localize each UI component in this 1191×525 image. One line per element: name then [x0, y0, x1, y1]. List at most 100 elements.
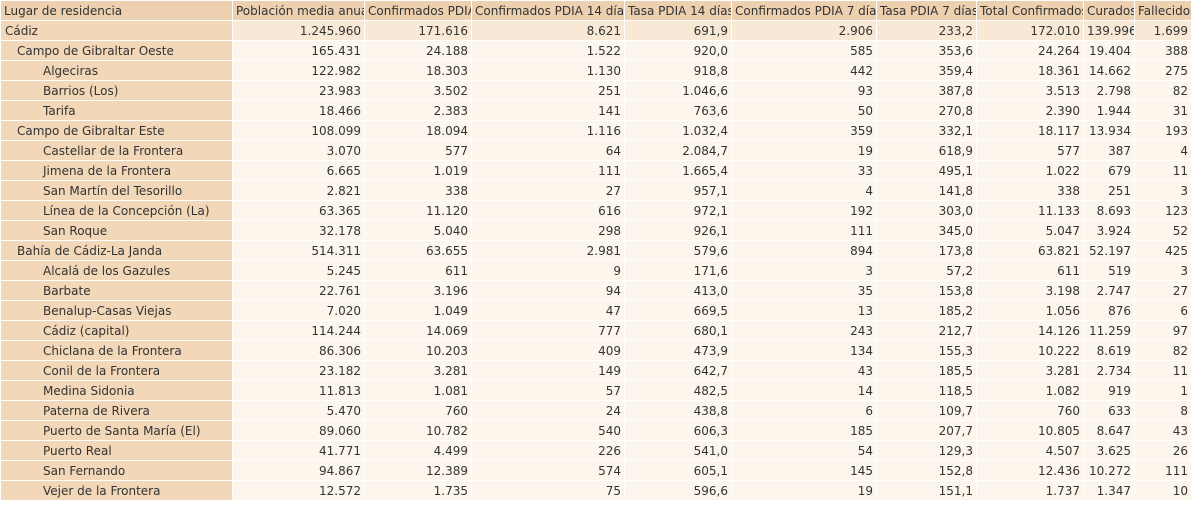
cell: 920,0 — [625, 41, 732, 61]
cell: 19.404 — [1084, 41, 1135, 61]
cell: 5.245 — [233, 261, 365, 281]
cell: 1.347 — [1084, 481, 1135, 501]
cell: 8 — [1135, 401, 1191, 421]
cell: 680,1 — [625, 321, 732, 341]
cell: 3.502 — [365, 81, 472, 101]
cell: 1 — [1135, 381, 1191, 401]
cell: 24.264 — [977, 41, 1084, 61]
cell: 579,6 — [625, 241, 732, 261]
cell: 141 — [472, 101, 625, 121]
cell: 3.198 — [977, 281, 1084, 301]
cell: 514.311 — [233, 241, 365, 261]
cell: 495,1 — [877, 161, 977, 181]
cell: 473,9 — [625, 341, 732, 361]
cell: 24 — [472, 401, 625, 421]
cell: 4.507 — [977, 441, 1084, 461]
cell: 2.383 — [365, 101, 472, 121]
municipality-row: Tarifa18.4662.383141763,650270,82.3901.9… — [1, 101, 1191, 121]
cell: 172.010 — [977, 21, 1084, 41]
column-header: Tasa PDIA 14 días — [625, 1, 732, 21]
cell: 114.244 — [233, 321, 365, 341]
cell: 1.032,4 — [625, 121, 732, 141]
cell: 47 — [472, 301, 625, 321]
cell: 3.513 — [977, 81, 1084, 101]
cell: 185,5 — [877, 361, 977, 381]
cell: 1.081 — [365, 381, 472, 401]
cell: 43 — [1135, 421, 1191, 441]
cell: 31 — [1135, 101, 1191, 121]
cell: 14.069 — [365, 321, 472, 341]
header-row: Lugar de residenciaPoblación media anual… — [1, 1, 1191, 21]
row-label: Castellar de la Frontera — [1, 141, 233, 161]
cell: 919 — [1084, 381, 1135, 401]
column-header: Confirmados PDIA 14 días — [472, 1, 625, 21]
cell: 8.621 — [472, 21, 625, 41]
cell: 243 — [732, 321, 877, 341]
cell: 577 — [977, 141, 1084, 161]
cell: 1.665,4 — [625, 161, 732, 181]
cell: 611 — [365, 261, 472, 281]
cell: 97 — [1135, 321, 1191, 341]
cell: 118,5 — [877, 381, 977, 401]
cell: 12.389 — [365, 461, 472, 481]
district-row: Campo de Gibraltar Este108.09918.0941.11… — [1, 121, 1191, 141]
cell: 8.619 — [1084, 341, 1135, 361]
district-row: Campo de Gibraltar Oeste165.43124.1881.5… — [1, 41, 1191, 61]
cell: 57 — [472, 381, 625, 401]
cell: 4.499 — [365, 441, 472, 461]
cell: 777 — [472, 321, 625, 341]
cell: 1.245.960 — [233, 21, 365, 41]
cell: 251 — [472, 81, 625, 101]
cell: 41.771 — [233, 441, 365, 461]
cell: 669,5 — [625, 301, 732, 321]
municipality-row: San Roque32.1785.040298926,1111345,05.04… — [1, 221, 1191, 241]
cell: 109,7 — [877, 401, 977, 421]
cell: 14.662 — [1084, 61, 1135, 81]
cell: 642,7 — [625, 361, 732, 381]
municipality-row: Cádiz (capital)114.24414.069777680,12432… — [1, 321, 1191, 341]
cell: 141,8 — [877, 181, 977, 201]
municipality-row: Barrios (Los)23.9833.5022511.046,693387,… — [1, 81, 1191, 101]
cell: 541,0 — [625, 441, 732, 461]
column-header: Confirmados PDIA 7 días — [732, 1, 877, 21]
cell: 596,6 — [625, 481, 732, 501]
cell: 251 — [1084, 181, 1135, 201]
column-header: Confirmados PDIA — [365, 1, 472, 21]
cell: 11.120 — [365, 201, 472, 221]
cell: 3 — [1135, 181, 1191, 201]
cell: 1.019 — [365, 161, 472, 181]
cell: 1.737 — [977, 481, 1084, 501]
cell: 14 — [732, 381, 877, 401]
cell: 11.133 — [977, 201, 1084, 221]
row-label: Línea de la Concepción (La) — [1, 201, 233, 221]
cell: 387,8 — [877, 81, 977, 101]
cell: 691,9 — [625, 21, 732, 41]
municipality-row: Paterna de Rivera5.47076024438,86109,776… — [1, 401, 1191, 421]
municipality-row: Línea de la Concepción (La)63.36511.1206… — [1, 201, 1191, 221]
municipality-row: Vejer de la Frontera12.5721.73575596,619… — [1, 481, 1191, 501]
cell: 972,1 — [625, 201, 732, 221]
cell: 9 — [472, 261, 625, 281]
row-label: Puerto de Santa María (El) — [1, 421, 233, 441]
cell: 129,3 — [877, 441, 977, 461]
cell: 54 — [732, 441, 877, 461]
cell: 23.182 — [233, 361, 365, 381]
cell: 123 — [1135, 201, 1191, 221]
cell: 111 — [1135, 461, 1191, 481]
cell: 193 — [1135, 121, 1191, 141]
cell: 3 — [732, 261, 877, 281]
cell: 338 — [977, 181, 1084, 201]
cell: 618,9 — [877, 141, 977, 161]
cell: 3.281 — [365, 361, 472, 381]
row-label: Jimena de la Frontera — [1, 161, 233, 181]
cell: 12.572 — [233, 481, 365, 501]
cell: 24.188 — [365, 41, 472, 61]
cell: 152,8 — [877, 461, 977, 481]
cell: 7.020 — [233, 301, 365, 321]
cell: 3.924 — [1084, 221, 1135, 241]
cell: 2.821 — [233, 181, 365, 201]
cell: 482,5 — [625, 381, 732, 401]
column-header: Total Confirmados — [977, 1, 1084, 21]
cell: 1.522 — [472, 41, 625, 61]
column-header: Fallecidos — [1135, 1, 1191, 21]
